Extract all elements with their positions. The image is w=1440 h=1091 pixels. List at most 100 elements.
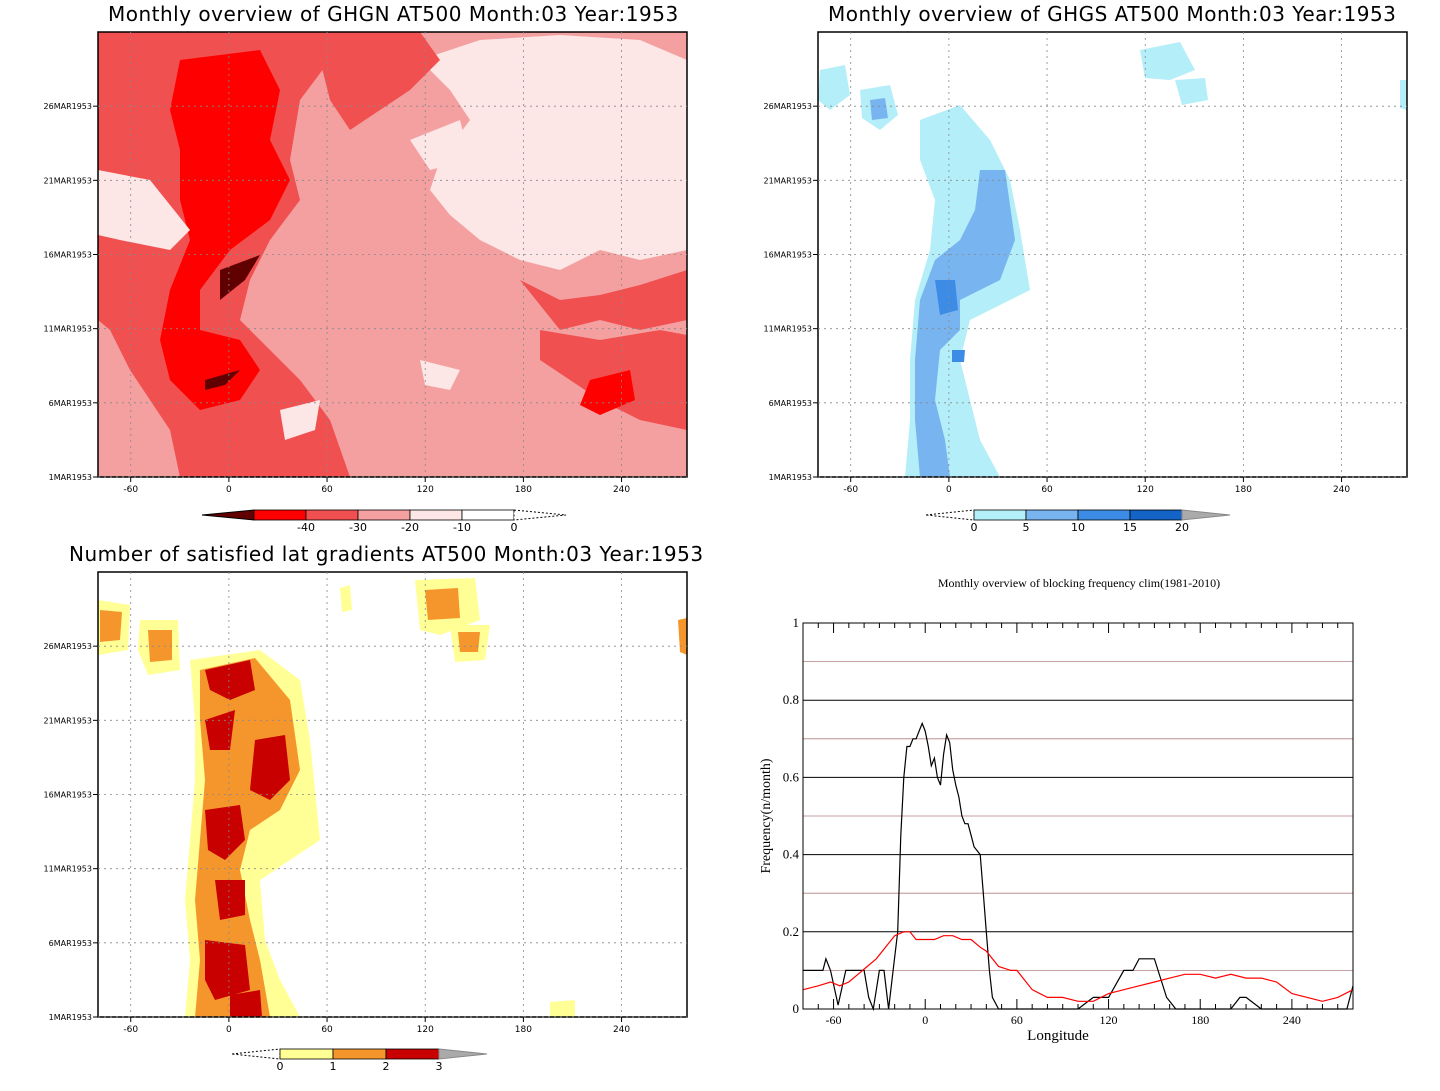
- x-tick-label: 0: [226, 485, 232, 495]
- ghgs-grid: [818, 32, 1407, 478]
- lat-fill-20: [678, 618, 687, 655]
- lat-fill-19: [550, 1000, 575, 1017]
- colorbar-label: 1: [330, 1060, 337, 1073]
- x-tick-label: 180: [515, 485, 532, 495]
- y-tick-label: 21MAR1953: [44, 716, 92, 725]
- freq-x-tick-label: 240: [1283, 1013, 1301, 1027]
- ghgn-colorbar: -40 -30 -20 -10 0: [201, 509, 567, 534]
- ghgn-fill-pale-low: [280, 400, 320, 440]
- lat-fill-15: [215, 880, 245, 920]
- lat-plot: -60 0 60 120 180 2401MAR19536MAR195311MAR1953…: [44, 571, 688, 1073]
- y-tick-label: 1MAR1953: [49, 1013, 92, 1022]
- lat-fill-2: [100, 610, 122, 642]
- freq-x-tick-label: 60: [1011, 1013, 1023, 1027]
- y-tick-label: 11MAR1953: [764, 325, 812, 334]
- ghgs-axes: -60 0 60 120 180 240 1MAR1953 6MAR1953 11MAR1953…: [764, 102, 1351, 495]
- ghgs-fill-10: [1400, 80, 1407, 110]
- ghgs-panel: Monthly overview of GHGS AT500 Month:03 …: [720, 0, 1440, 545]
- freq-x-tick-label: -60: [826, 1013, 842, 1027]
- lat-fill-8: [458, 632, 480, 652]
- x-tick-label: 120: [417, 485, 434, 495]
- x-tick-label: 120: [1137, 485, 1154, 495]
- lat-fill-13: [250, 735, 290, 800]
- ghgn-fill-pale-mid: [410, 120, 470, 170]
- ghgs-fill-5: [1175, 78, 1208, 105]
- x-tick-label: -60: [123, 1025, 138, 1035]
- ghgn-fill-darkest-2: [205, 370, 240, 390]
- ghgn-fill-red-band: [160, 50, 290, 410]
- colorbar-label: 15: [1123, 521, 1137, 534]
- lat-colorbar: 0 1 2 3: [231, 1048, 488, 1073]
- x-tick-label: 120: [417, 1025, 434, 1035]
- y-tick-label: 11MAR1953: [44, 325, 92, 334]
- freq-y-tick-label: 0.8: [783, 692, 799, 707]
- colorbar-box: [1025, 509, 1079, 521]
- y-tick-label: 26MAR1953: [764, 102, 812, 111]
- y-tick-label: 21MAR1953: [44, 176, 92, 185]
- colorbar-box: [409, 509, 463, 521]
- colorbar-left-arrow: [201, 509, 255, 521]
- lat-panel: Number of satisfied lat gradients AT500 …: [0, 540, 720, 1091]
- freq-y-tick-label: 0.4: [783, 847, 800, 862]
- x-tick-label: 180: [515, 1025, 532, 1035]
- ghgs-fill-4: [1140, 42, 1195, 80]
- ghgs-plot: -60 0 60 120 180 240 1MAR1953 6MAR1953 11MAR1953…: [764, 31, 1408, 534]
- colorbar-box: [305, 509, 359, 521]
- freq-x-tick-label: 180: [1191, 1013, 1209, 1027]
- x-tick-label: 0: [946, 485, 952, 495]
- ghgn-grid: [98, 32, 687, 478]
- colorbar-label: 3: [436, 1060, 443, 1073]
- ghgs-title: Monthly overview of GHGS AT500 Month:03 …: [828, 2, 1397, 26]
- colorbar-box: [357, 509, 411, 521]
- lat-title: Number of satisfied lat gradients AT500 …: [69, 542, 704, 566]
- ghgn-fill-darkest-1: [220, 255, 260, 300]
- freq-series-clim-line: [802, 931, 1354, 1002]
- colorbar-box: [332, 1048, 387, 1060]
- x-tick-label: 0: [226, 1025, 232, 1035]
- ghgn-fill-pale-low2: [420, 360, 460, 390]
- colorbar-label: -40: [297, 521, 315, 534]
- y-tick-label: 6MAR1953: [49, 939, 92, 948]
- ghgs-fill-8: [935, 280, 958, 315]
- x-tick-label: -60: [843, 485, 858, 495]
- freq-grid: [803, 661, 1353, 971]
- ghgn-fill-mid-right: [520, 270, 687, 330]
- y-tick-label: 16MAR1953: [44, 251, 92, 260]
- x-tick-label: 60: [321, 485, 333, 495]
- colorbar-label: 0: [511, 521, 518, 534]
- colorbar-box: [385, 1048, 440, 1060]
- y-tick-label: 16MAR1953: [764, 251, 812, 260]
- colorbar-box: [1077, 509, 1131, 521]
- x-tick-label: 180: [1235, 485, 1252, 495]
- freq-x-axis-label: Longitude: [1027, 1028, 1089, 1044]
- colorbar-right-arrow: [1181, 509, 1231, 521]
- ghgs-fill-7: [915, 170, 1015, 477]
- freq-y-tick-label: 0: [793, 1001, 800, 1016]
- freq-x-tick-label: 0: [922, 1013, 928, 1027]
- lat-fill-16: [205, 940, 250, 1000]
- ghgs-map: [818, 42, 1407, 477]
- colorbar-label: 0: [971, 521, 978, 534]
- colorbar-label: 20: [1175, 521, 1189, 534]
- y-tick-label: 1MAR1953: [769, 473, 812, 482]
- ghgs-fill-9: [952, 350, 965, 362]
- ghgn-fill-top: [300, 32, 440, 130]
- freq-plot: Monthly overview of blocking frequency c…: [759, 576, 1354, 1044]
- lat-fill-6: [425, 588, 460, 620]
- colorbar-label: -10: [453, 521, 471, 534]
- ghgs-fill-3: [870, 98, 888, 120]
- colorbar-right-arrow: [438, 1048, 488, 1060]
- colorbar-label: -30: [349, 521, 367, 534]
- lat-fill-18: [340, 585, 352, 612]
- freq-x-tick-label: 120: [1100, 1013, 1118, 1027]
- y-tick-label: 16MAR1953: [44, 791, 92, 800]
- x-tick-label: 60: [1041, 485, 1053, 495]
- ghgn-title: Monthly overview of GHGN AT500 Month:03 …: [108, 2, 679, 26]
- freq-series-observed-line: [803, 721, 1354, 1012]
- y-tick-label: 1MAR1953: [49, 473, 92, 482]
- colorbar-label: 5: [1023, 521, 1030, 534]
- lat-map: [98, 578, 687, 1017]
- lat-grid: [98, 572, 687, 1018]
- freq-axes: 0 0.2 0.4 0.6 0.8 1 -60 0 60 120 180 240 Longitude Fr…: [759, 615, 1354, 1044]
- colorbar-label: -20: [401, 521, 419, 534]
